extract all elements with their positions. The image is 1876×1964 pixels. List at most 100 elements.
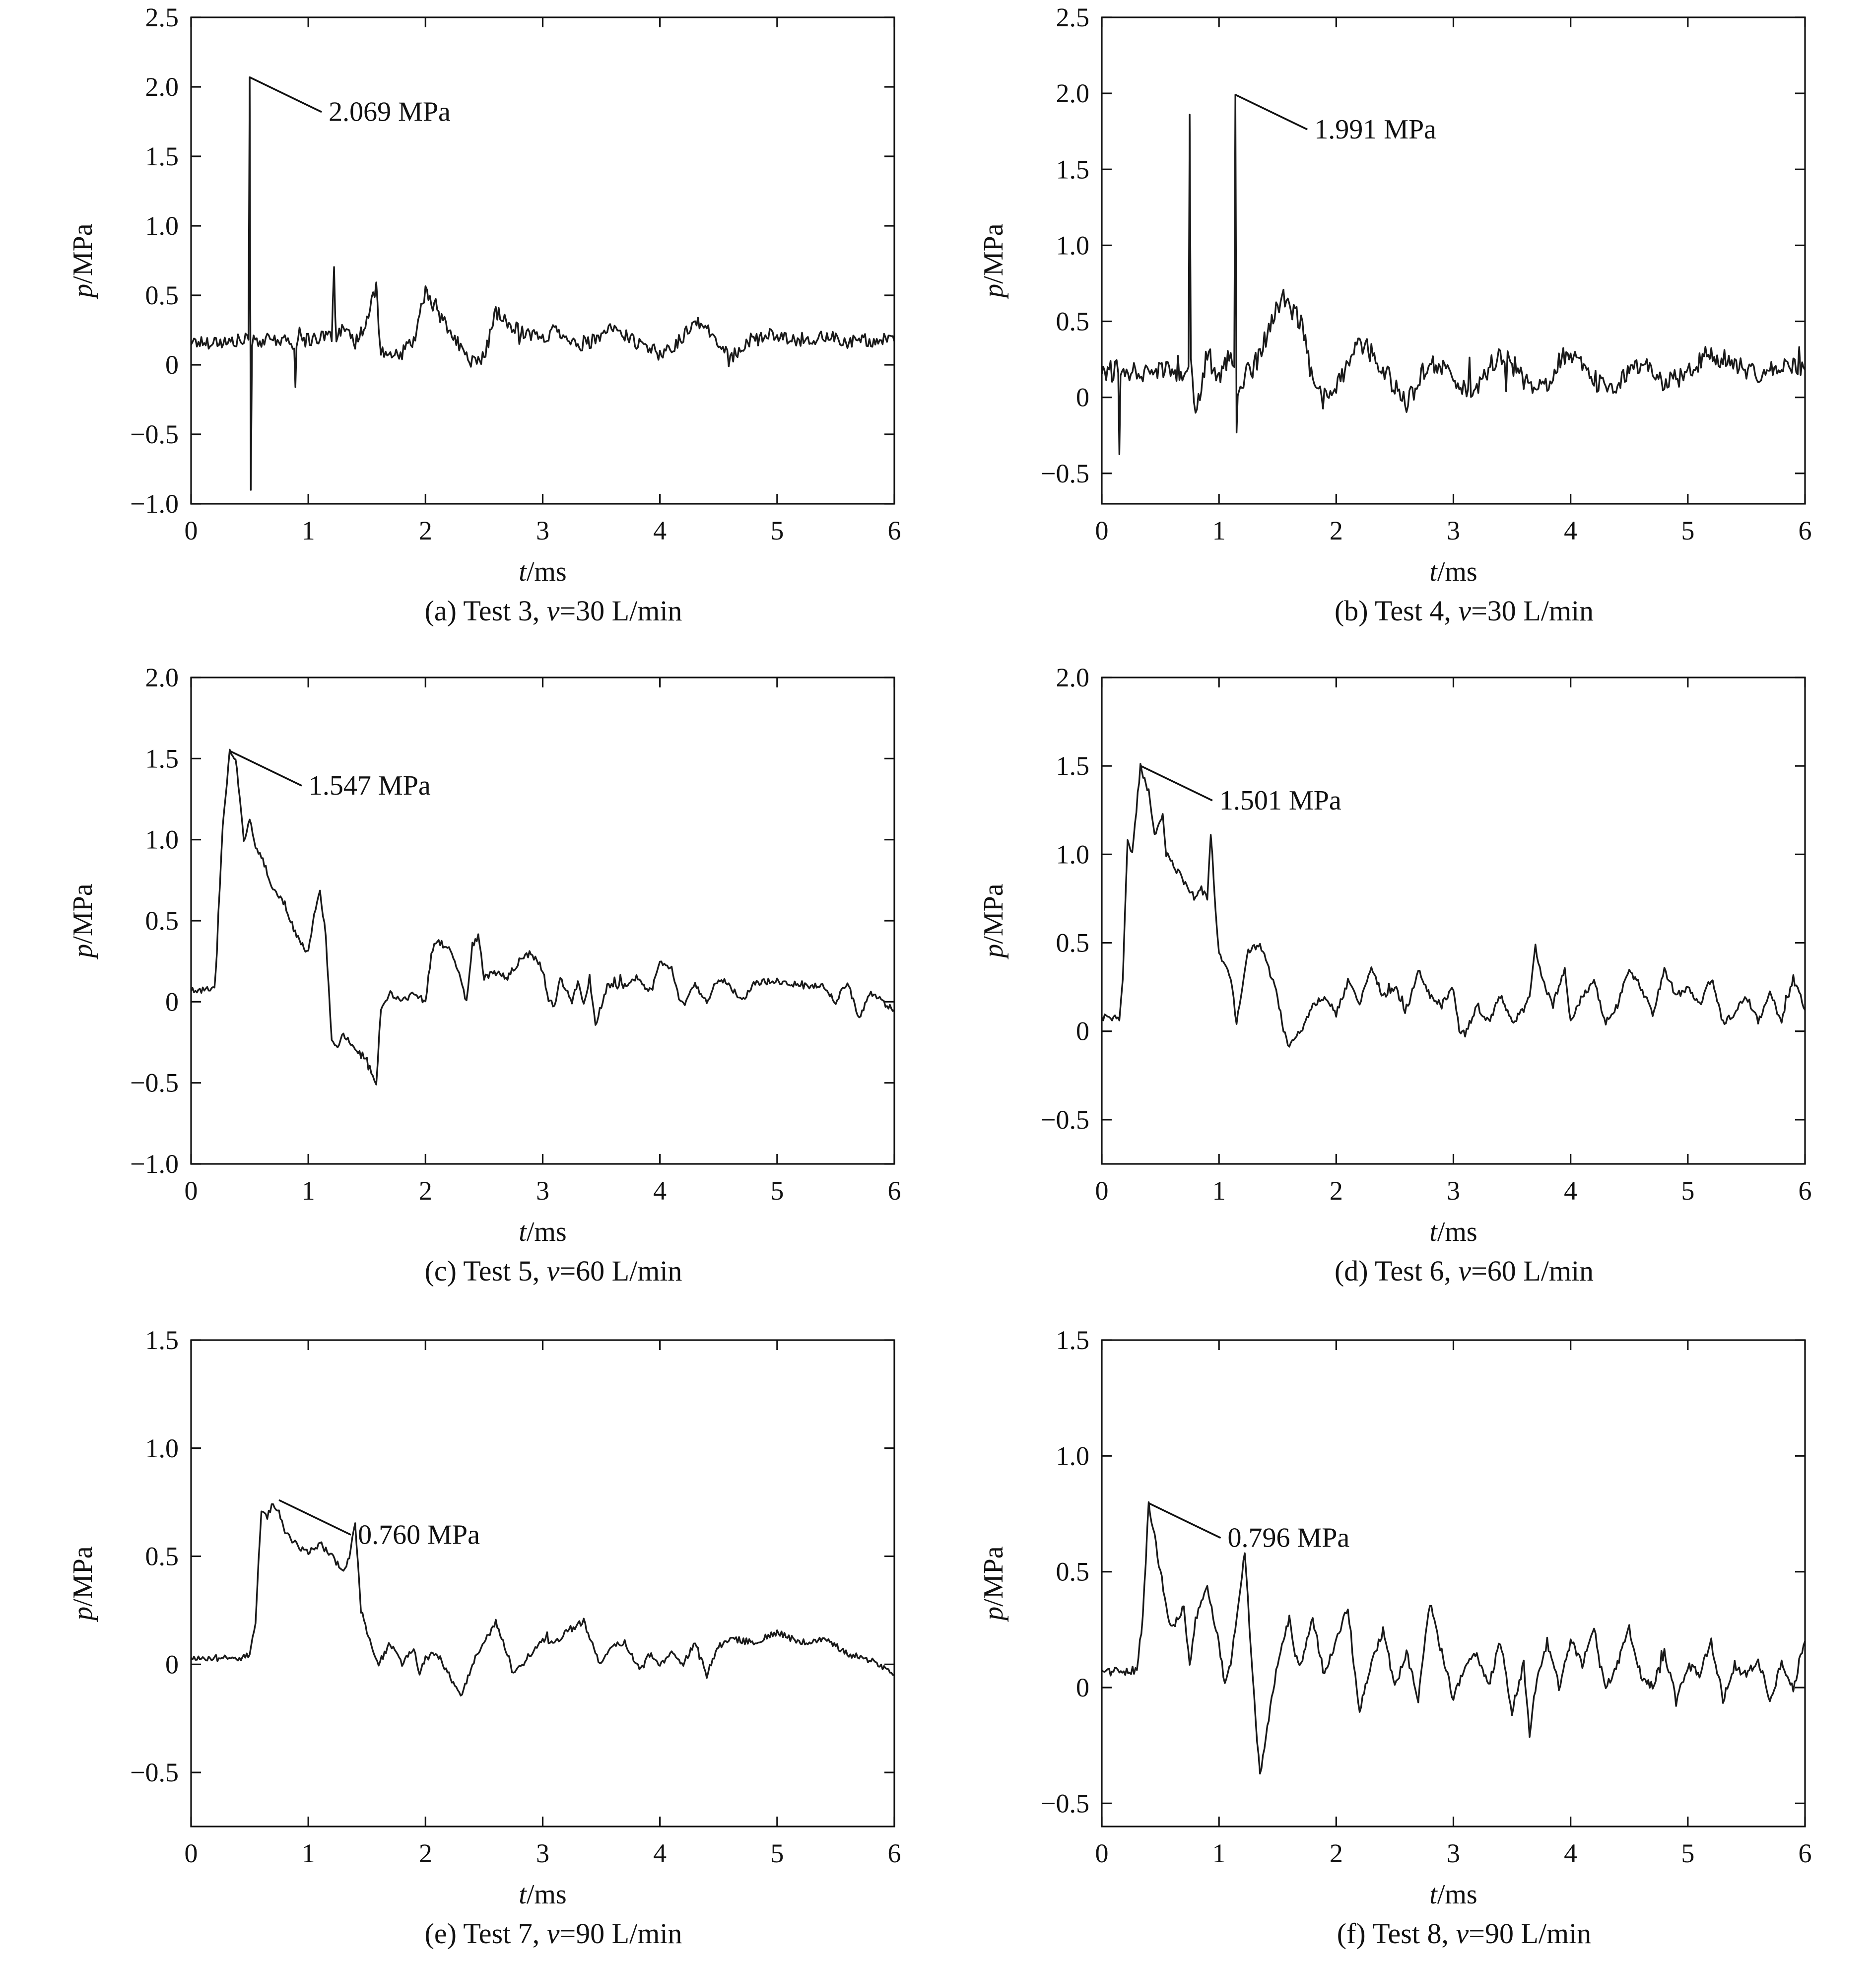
caption-variable: v bbox=[1458, 1255, 1471, 1287]
x-tick-label: 5 bbox=[770, 1176, 784, 1206]
y-tick-label: −0.5 bbox=[130, 1758, 179, 1787]
y-tick-label: 1.0 bbox=[145, 211, 179, 241]
caption-prefix: (e) Test 7, bbox=[425, 1917, 547, 1950]
x-tick-label: 4 bbox=[1564, 1838, 1577, 1868]
x-tick-label: 3 bbox=[536, 1838, 549, 1868]
y-tick-label: 1.5 bbox=[1056, 751, 1090, 781]
x-tick-label: 3 bbox=[536, 516, 549, 545]
x-tick-label: 3 bbox=[1447, 1838, 1460, 1868]
x-tick-label: 1 bbox=[1212, 516, 1226, 545]
x-tick-label: 2 bbox=[1330, 1176, 1343, 1206]
panel-e: 0 1 2 3 4 5 6 −0.5 0 0.5 1.0 1.5 t/ms p/MPa 0.760 MPa (… bbox=[67, 1325, 901, 1950]
peak-annotation: 1.991 MPa bbox=[1314, 114, 1436, 145]
caption-variable: v bbox=[547, 1255, 560, 1287]
x-tick-label: 5 bbox=[1681, 516, 1694, 545]
x-axis-unit: /ms bbox=[527, 1217, 567, 1247]
y-axis-unit: /MPa bbox=[67, 1546, 98, 1606]
x-axis-unit: /ms bbox=[1437, 1879, 1477, 1910]
x-tick-label: 2 bbox=[419, 1838, 432, 1868]
caption-suffix: =60 L/min bbox=[1471, 1255, 1594, 1287]
caption-variable: v bbox=[547, 595, 560, 627]
y-tick-label: 0 bbox=[1076, 383, 1089, 412]
x-tick-label: 0 bbox=[185, 1176, 198, 1206]
peak-annotation: 2.069 MPa bbox=[329, 97, 451, 128]
caption-prefix: (c) Test 5, bbox=[425, 1255, 547, 1287]
annotation-leader bbox=[1148, 1502, 1221, 1539]
x-tick-label: 4 bbox=[1564, 1176, 1577, 1206]
y-tick-label: 1.0 bbox=[1056, 230, 1090, 260]
y-tick-label: −1.0 bbox=[130, 489, 179, 519]
y-tick-label: 0.5 bbox=[145, 906, 179, 936]
x-tick-label: 5 bbox=[1681, 1838, 1694, 1868]
x-tick-label: 6 bbox=[888, 1838, 901, 1868]
y-tick-label: 0 bbox=[1076, 1673, 1089, 1702]
panel-c: 0 1 2 3 4 5 6 −1.0 −0.5 0 0.5 1.0 1.5 2.0 t/ms p/MPa 1.5… bbox=[67, 663, 901, 1287]
annotation-leader bbox=[1140, 765, 1213, 802]
series-line bbox=[191, 76, 894, 491]
y-tick-label: 1.0 bbox=[1056, 839, 1090, 869]
y-tick-label: −0.5 bbox=[1041, 1788, 1089, 1818]
y-tick-label: 0.5 bbox=[1056, 928, 1090, 958]
x-axis-variable: t bbox=[1429, 1217, 1438, 1247]
x-tick-label: 1 bbox=[302, 1176, 315, 1206]
caption-prefix: (b) Test 4, bbox=[1335, 595, 1458, 627]
annotation-leader bbox=[278, 1499, 351, 1536]
x-tick-label: 2 bbox=[1330, 1838, 1343, 1868]
y-tick-label: 1.0 bbox=[1056, 1441, 1090, 1471]
series-line bbox=[1102, 763, 1805, 1048]
x-axis-variable: t bbox=[519, 1217, 527, 1247]
y-tick-label: 0.5 bbox=[1056, 307, 1090, 337]
y-axis-label: p/MPa bbox=[978, 223, 1009, 299]
y-axis-variable: p bbox=[67, 1607, 98, 1623]
x-tick-label: 1 bbox=[1212, 1176, 1226, 1206]
x-tick-label: 0 bbox=[1095, 516, 1109, 545]
caption-variable: v bbox=[1458, 595, 1471, 627]
x-tick-label: 6 bbox=[1799, 1838, 1812, 1868]
x-tick-label: 2 bbox=[419, 516, 432, 545]
panel-b: 0 1 2 3 4 5 6−0.500.51.01.52.02.5t/msp/MPa1.99… bbox=[978, 2, 1812, 627]
y-axis-label: p/MPa bbox=[67, 883, 98, 959]
x-tick-label: 6 bbox=[1799, 1176, 1812, 1206]
panel-caption: (d) Test 6, v=60 L/min bbox=[1335, 1255, 1594, 1287]
x-axis-label: t/ms bbox=[1429, 1879, 1477, 1910]
y-tick-label: 0 bbox=[165, 350, 179, 380]
caption-suffix: =30 L/min bbox=[1471, 595, 1594, 627]
x-tick-label: 5 bbox=[1681, 1176, 1694, 1206]
y-tick-label: 0.5 bbox=[145, 280, 179, 310]
y-axis-unit: /MPa bbox=[67, 883, 98, 944]
x-axis-label: t/ms bbox=[519, 1879, 566, 1910]
x-axis-label: t/ms bbox=[519, 1217, 566, 1247]
series-line bbox=[1102, 1501, 1805, 1775]
annotation-leader bbox=[1235, 94, 1308, 131]
y-tick-label: 1.5 bbox=[145, 744, 179, 773]
caption-variable: v bbox=[1456, 1917, 1469, 1950]
panel-a: 0 1 2 3 4 5 6 −1.0 −0.5 0 0.5 1.0 1.5 2.0 2.5 t/ms p/MPa… bbox=[67, 2, 901, 627]
peak-annotation: 1.547 MPa bbox=[309, 770, 431, 801]
x-tick-label: 0 bbox=[1095, 1838, 1109, 1868]
x-tick-label: 0 bbox=[1095, 1176, 1109, 1206]
series-line bbox=[191, 748, 894, 1085]
caption-prefix: (d) Test 6, bbox=[1335, 1255, 1458, 1287]
x-axis-unit: /ms bbox=[1437, 1217, 1477, 1247]
y-axis-label: p/MPa bbox=[67, 223, 98, 299]
series-line bbox=[1102, 94, 1805, 456]
y-tick-label: 1.5 bbox=[1056, 1325, 1090, 1355]
x-axis-variable: t bbox=[519, 1879, 527, 1910]
y-axis-unit: /MPa bbox=[978, 223, 1009, 283]
caption-suffix: =30 L/min bbox=[559, 595, 682, 627]
y-axis-variable: p bbox=[978, 1607, 1009, 1623]
x-axis-variable: t bbox=[1429, 1879, 1438, 1910]
y-tick-label: 2.0 bbox=[145, 72, 179, 102]
x-tick-label: 3 bbox=[1447, 1176, 1460, 1206]
panel-caption: (a) Test 3, v=30 L/min bbox=[425, 595, 682, 627]
y-tick-label: 1.0 bbox=[145, 825, 179, 855]
x-tick-label: 6 bbox=[888, 1176, 901, 1206]
caption-suffix: =60 L/min bbox=[559, 1255, 682, 1287]
y-axis-variable: p bbox=[67, 944, 98, 960]
peak-annotation: 0.796 MPa bbox=[1227, 1523, 1349, 1554]
y-tick-label: 2.5 bbox=[1056, 2, 1090, 32]
x-tick-label: 0 bbox=[185, 1838, 198, 1868]
x-tick-label: 4 bbox=[653, 1838, 667, 1868]
